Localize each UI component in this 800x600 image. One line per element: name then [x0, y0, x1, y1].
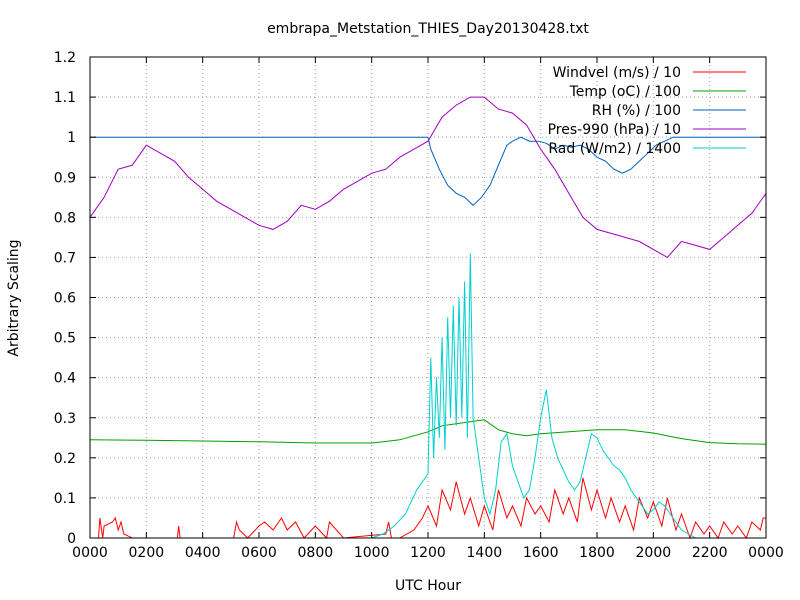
y-tick-label: 1.1: [54, 90, 76, 106]
x-axis-label: UTC Hour: [395, 578, 461, 594]
chart-title: embrapa_Metstation_THIES_Day20130428.txt: [267, 21, 589, 37]
x-tick-label: 1200: [410, 545, 446, 561]
y-tick-label: 1: [67, 130, 76, 146]
y-axis-label: Arbitrary Scaling: [6, 239, 22, 356]
x-tick-label: 2000: [636, 545, 672, 561]
x-tick-label: 2200: [692, 545, 728, 561]
x-tick-label: 0800: [298, 545, 334, 561]
x-tick-label: 0000: [72, 545, 108, 561]
series-line-1: [90, 477, 766, 540]
y-tick-label: 0.9: [54, 170, 76, 186]
y-tick-label: 0.8: [54, 210, 76, 226]
legend-label-2: Temp (oC) / 100: [569, 84, 681, 100]
y-tick-label: 0.4: [54, 371, 76, 387]
x-tick-label: 0000: [748, 545, 784, 561]
x-tick-labels: 0000 0200 0400 0600 0800 1000 1200 1400 1600 1800…: [72, 545, 784, 561]
x-tick-label: 1000: [354, 545, 390, 561]
series-line-5: [90, 253, 766, 539]
y-tick-label: 0: [67, 531, 76, 547]
y-tick-label: 0.6: [54, 291, 76, 307]
x-tick-label: 0200: [129, 545, 165, 561]
y-tick-labels: 0 0.1 0.2 0.3 0.4 0.5 0.6 0.7 0.8 0.9 1 1.1 1.2: [54, 50, 76, 547]
legend-label-3: RH (%) / 100: [592, 103, 681, 119]
legend-label-5: Rad (W/m2) / 1400: [548, 141, 681, 157]
series-line-4: [89, 96, 767, 259]
x-tick-label: 1800: [579, 545, 615, 561]
legend-label-4: Pres-990 (hPa) / 10: [548, 122, 681, 138]
series-line-2: [89, 419, 767, 445]
y-tick-label: 0.3: [54, 411, 76, 427]
legend-label-1: Windvel (m/s) / 10: [553, 65, 681, 81]
x-tick-label: 1400: [467, 545, 503, 561]
y-tick-label: 0.1: [54, 491, 76, 507]
ticks: [89, 56, 767, 539]
legend: Windvel (m/s) / 10 Temp (oC) / 100 RH (%) …: [548, 65, 746, 157]
y-tick-label: 0.2: [54, 451, 76, 467]
x-tick-label: 0400: [185, 545, 221, 561]
series-line-3: [90, 136, 766, 206]
y-tick-label: 0.7: [54, 250, 76, 266]
y-tick-label: 0.5: [54, 331, 76, 347]
x-tick-label: 1600: [523, 545, 559, 561]
y-tick-label: 1.2: [54, 50, 76, 66]
x-tick-label: 0600: [241, 545, 277, 561]
